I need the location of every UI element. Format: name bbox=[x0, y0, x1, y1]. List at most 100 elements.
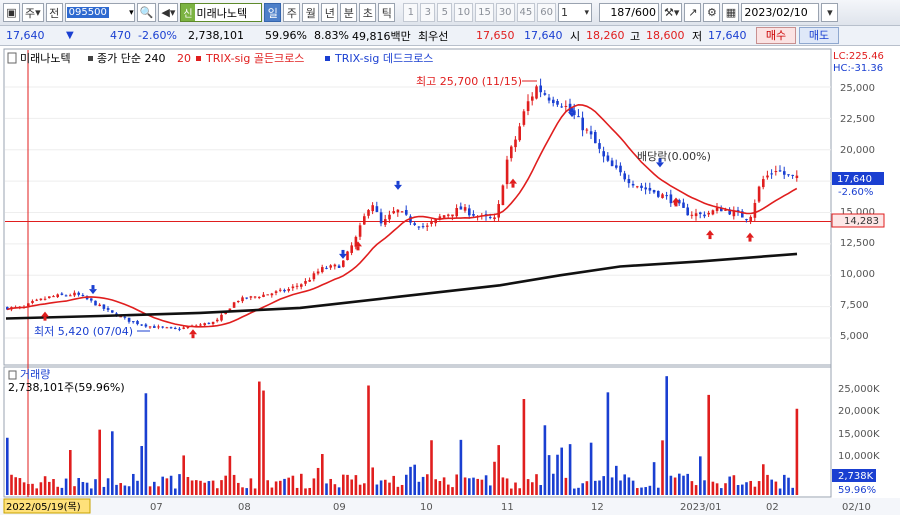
candle-body bbox=[703, 214, 706, 217]
speaker-icon[interactable]: ◀▾ bbox=[158, 3, 179, 22]
volume-bar bbox=[363, 483, 366, 495]
settings-icon[interactable]: ⚙ bbox=[703, 3, 721, 22]
x-axis-label: 02 bbox=[766, 502, 779, 513]
candle-body bbox=[300, 284, 303, 287]
dropdown-icon[interactable]: ▾ bbox=[129, 7, 134, 18]
best-ask: 17,650 bbox=[476, 29, 515, 42]
tools-icon[interactable]: ⚒▾ bbox=[661, 3, 683, 22]
volume-bar bbox=[552, 473, 555, 495]
volume-bar bbox=[98, 429, 101, 495]
period-year[interactable]: 년 bbox=[321, 3, 339, 22]
prev-button[interactable]: 전 bbox=[45, 3, 63, 22]
candle-body bbox=[615, 165, 618, 168]
stock-chart[interactable]: 미래나노텍 종가 단순 240 20 TRIX-sig 골든크로스 TRIX-s… bbox=[0, 46, 900, 515]
volume-bar bbox=[216, 488, 219, 495]
volume-legend-box-icon[interactable] bbox=[8, 370, 17, 380]
interval-3[interactable]: 3 bbox=[420, 3, 436, 22]
volume-bar bbox=[631, 480, 635, 495]
date-dropdown-icon[interactable]: ▾ bbox=[821, 3, 839, 22]
stock-code-input[interactable]: 095500 ▾ bbox=[64, 3, 135, 22]
legend-box-icon[interactable] bbox=[7, 52, 17, 64]
volume-bar bbox=[60, 487, 64, 495]
volume-bar bbox=[224, 475, 227, 495]
candle-body bbox=[627, 179, 631, 184]
buy-button[interactable]: 매수 bbox=[756, 27, 796, 44]
interval-60[interactable]: 60 bbox=[537, 3, 557, 22]
candle-body bbox=[594, 131, 597, 144]
volume-bar bbox=[728, 476, 731, 495]
volume-bar bbox=[766, 474, 769, 495]
volume-bar bbox=[73, 486, 76, 495]
volume-bar bbox=[489, 485, 492, 495]
low-annotation: 최저 5,420 (07/04) bbox=[34, 325, 133, 338]
sell-button[interactable]: 매도 bbox=[799, 27, 839, 44]
dead-cross-arrow-icon bbox=[89, 289, 97, 295]
candle-body bbox=[174, 327, 177, 329]
interval-5[interactable]: 5 bbox=[437, 3, 453, 22]
volume-bar bbox=[56, 486, 59, 495]
candle-body bbox=[35, 299, 38, 301]
volume-bar bbox=[245, 488, 248, 495]
date-field[interactable]: 2023/02/10 bbox=[741, 3, 820, 22]
volume-bar bbox=[148, 486, 152, 495]
period-tick[interactable]: 틱 bbox=[378, 3, 396, 22]
candle-body bbox=[493, 217, 496, 220]
volume-bar bbox=[568, 444, 572, 495]
period-week[interactable]: 주 bbox=[283, 3, 301, 22]
candle-body bbox=[720, 207, 723, 212]
stock-name-box[interactable]: 신 미래나노텍 bbox=[180, 3, 263, 22]
start-date-tag bbox=[3, 498, 91, 514]
candle-body bbox=[644, 187, 647, 190]
count-select[interactable]: 1 ▾ bbox=[558, 3, 593, 22]
candle-body bbox=[363, 216, 366, 225]
candle-body bbox=[333, 264, 337, 267]
volume-bars bbox=[6, 376, 799, 495]
candle-body bbox=[648, 187, 652, 191]
interval-1[interactable]: 1 bbox=[403, 3, 419, 22]
period-day[interactable]: 일 bbox=[264, 3, 282, 22]
candle-body bbox=[753, 202, 757, 218]
volume-bar bbox=[388, 482, 391, 495]
candle-body bbox=[157, 326, 160, 328]
search-icon[interactable]: 🔍 bbox=[136, 3, 157, 22]
volume-bar bbox=[531, 482, 534, 495]
candle-body bbox=[136, 321, 139, 325]
volume-current-value: 2,738K bbox=[838, 471, 874, 482]
candle-body bbox=[417, 226, 421, 228]
volume-bar bbox=[459, 439, 463, 495]
interval-15[interactable]: 15 bbox=[475, 3, 494, 22]
candle-body bbox=[526, 101, 530, 112]
start-date: 2022/05/19(목) bbox=[6, 501, 81, 513]
golden-cross-arrow-stem bbox=[708, 235, 712, 240]
candle-body bbox=[119, 316, 122, 318]
calendar-icon[interactable]: ▦ bbox=[722, 3, 740, 22]
candle-body bbox=[438, 216, 442, 219]
period-minute[interactable]: 분 bbox=[340, 3, 358, 22]
volume-bar bbox=[409, 466, 412, 495]
turnover-rate: 8.83% bbox=[314, 29, 349, 42]
candle-body bbox=[249, 296, 253, 298]
volume-bar bbox=[258, 381, 261, 495]
chart-area[interactable]: 미래나노텍 종가 단순 240 20 TRIX-sig 골든크로스 TRIX-s… bbox=[0, 46, 900, 515]
interval-45[interactable]: 45 bbox=[516, 3, 536, 22]
period-month[interactable]: 월 bbox=[302, 3, 320, 22]
volume-bar bbox=[615, 465, 618, 495]
interval-10[interactable]: 10 bbox=[454, 3, 474, 22]
candle-body bbox=[770, 173, 773, 175]
layout-icon[interactable]: ▣ bbox=[3, 3, 20, 22]
interval-30[interactable]: 30 bbox=[495, 3, 515, 22]
candle-body bbox=[610, 160, 614, 167]
candle-body bbox=[463, 207, 467, 211]
volume-bar bbox=[220, 480, 223, 495]
candle-body bbox=[312, 273, 316, 280]
period-second[interactable]: 초 bbox=[359, 3, 377, 22]
type-select[interactable]: 주 ▾ bbox=[22, 3, 44, 22]
volume-bar bbox=[270, 487, 274, 495]
volume-bar bbox=[757, 481, 761, 495]
chart-tool-icon[interactable]: ↗ bbox=[684, 3, 702, 22]
volume-bar bbox=[371, 467, 374, 495]
page-count[interactable]: 187/600 bbox=[599, 3, 660, 22]
candle-body bbox=[430, 221, 433, 224]
volume-tick-label: 20,000K bbox=[838, 406, 880, 417]
volume-bar bbox=[161, 476, 164, 495]
